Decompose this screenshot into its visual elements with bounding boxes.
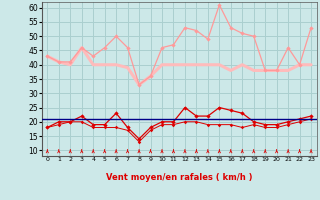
X-axis label: Vent moyen/en rafales ( km/h ): Vent moyen/en rafales ( km/h ) [106,173,252,182]
